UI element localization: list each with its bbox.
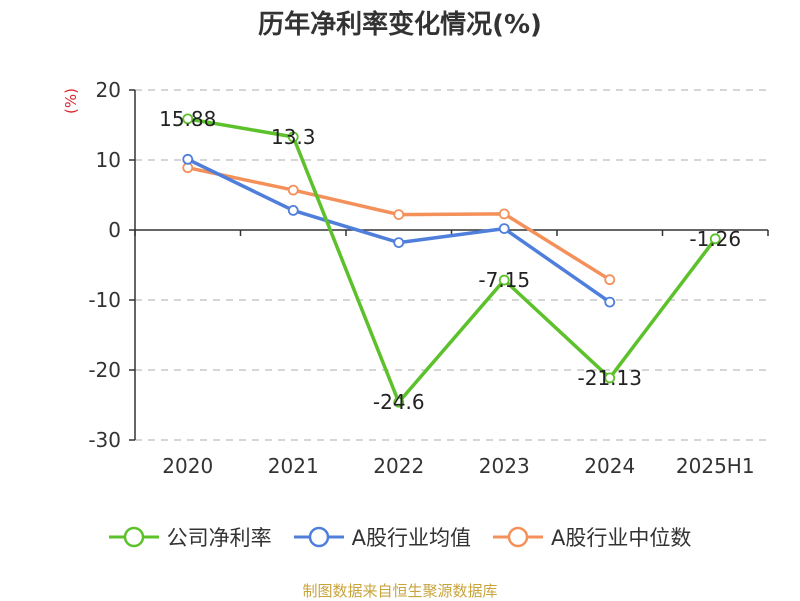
- data-source-note: 制图数据来自恒生聚源数据库: [302, 582, 498, 600]
- y-tick-label: -10: [88, 288, 121, 312]
- legend-label: A股行业中位数: [551, 526, 692, 550]
- data-point: [498, 223, 510, 235]
- data-point: [182, 153, 194, 165]
- series-line: [187, 165, 611, 282]
- data-point: [393, 209, 405, 221]
- x-tick-label: 2025H1: [676, 454, 755, 478]
- data-point: [287, 204, 299, 216]
- x-tick-label: 2023: [479, 454, 530, 478]
- data-point: [287, 131, 299, 143]
- data-point: [709, 233, 721, 245]
- chart-title: 历年净利率变化情况(%): [258, 10, 542, 40]
- data-point: [182, 113, 194, 125]
- x-tick-label: 2022: [373, 454, 424, 478]
- legend-item: 公司净利率: [108, 521, 272, 553]
- data-label: -7.15: [478, 268, 530, 292]
- data-point: [393, 396, 405, 408]
- y-tick-label: 0: [108, 218, 121, 242]
- data-point: [604, 274, 616, 286]
- data-label: -24.6: [373, 390, 425, 414]
- legend-label: A股行业均值: [351, 526, 471, 550]
- legend-label: 公司净利率: [166, 526, 272, 550]
- legend: 公司净利率 A股行业均值 A股行业中位数: [0, 521, 800, 553]
- data-label: -1.26: [689, 227, 741, 251]
- series-line: [187, 117, 717, 404]
- y-tick-label: 10: [96, 148, 121, 172]
- legend-item: A股行业中位数: [493, 521, 691, 553]
- data-label: 15.88: [159, 107, 216, 131]
- legend-symbol: [293, 526, 344, 548]
- legend-symbol: [108, 526, 159, 548]
- legend-item: A股行业均值: [293, 521, 471, 553]
- y-tick-label: -30: [88, 428, 121, 452]
- y-tick-label: 20: [96, 78, 121, 102]
- legend-symbol: [493, 526, 543, 548]
- y-tick-label: -20: [88, 358, 121, 382]
- data-label: -21.13: [578, 366, 642, 390]
- data-point: [287, 184, 299, 196]
- data-point: [498, 208, 510, 220]
- data-point: [604, 372, 616, 384]
- data-point: [498, 274, 510, 286]
- data-point: [393, 237, 405, 249]
- x-tick-label: 2020: [162, 454, 213, 478]
- x-tick-label: 2024: [584, 454, 635, 478]
- data-label: 13.3: [271, 125, 316, 149]
- x-tick-label: 2021: [268, 454, 319, 478]
- data-point: [604, 296, 616, 308]
